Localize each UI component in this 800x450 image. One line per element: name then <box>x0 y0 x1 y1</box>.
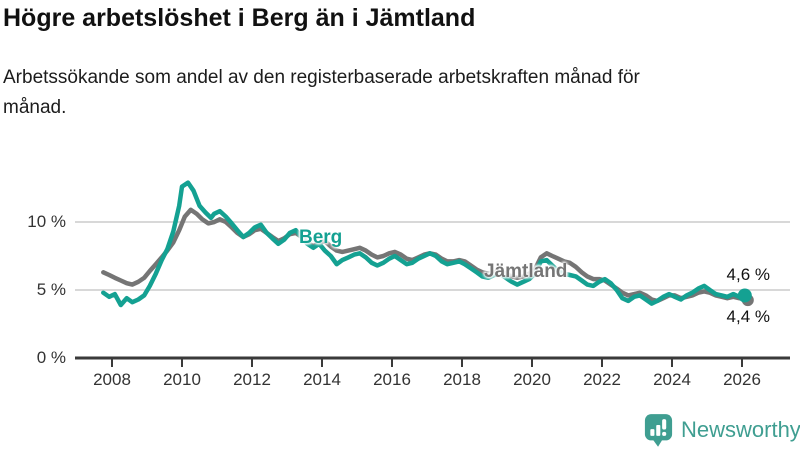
x-tick-label-2020: 2020 <box>513 370 551 389</box>
x-tick-label-2016: 2016 <box>373 370 411 389</box>
x-tick-label-2014: 2014 <box>303 370 341 389</box>
chart-title: Högre arbetslöshet i Berg än i Jämtland <box>3 4 476 32</box>
chart-subtitle: Arbetssökande som andel av den registerb… <box>3 67 640 118</box>
x-tick-label-2008: 2008 <box>93 370 131 389</box>
y-tick-label-5: 5 % <box>36 280 66 299</box>
y-tick-label-10: 10 % <box>27 212 66 231</box>
newsworthy-bar-chart-bubble-icon <box>644 414 673 447</box>
series-label-berg: Berg <box>299 227 343 248</box>
y-tick-label-0: 0 % <box>36 348 66 367</box>
newsworthy-logo: Newsworthy <box>644 413 800 447</box>
series-label-jamtland: Jämtland <box>484 261 568 282</box>
x-tick-label-2018: 2018 <box>443 370 481 389</box>
end-value-label-jamtland: 4,4 % <box>726 307 770 326</box>
newsworthy-wordmark: Newsworthy <box>681 417 800 442</box>
x-tick-label-2024: 2024 <box>653 370 691 389</box>
end-value-label-berg: 4,6 % <box>726 265 770 284</box>
series-line-berg <box>101 180 748 308</box>
end-dot-berg <box>737 288 752 303</box>
x-tick-label-2010: 2010 <box>163 370 201 389</box>
x-tick-label-2012: 2012 <box>233 370 271 389</box>
x-tick-label-2026: 2026 <box>723 370 761 389</box>
x-tick-label-2022: 2022 <box>583 370 621 389</box>
